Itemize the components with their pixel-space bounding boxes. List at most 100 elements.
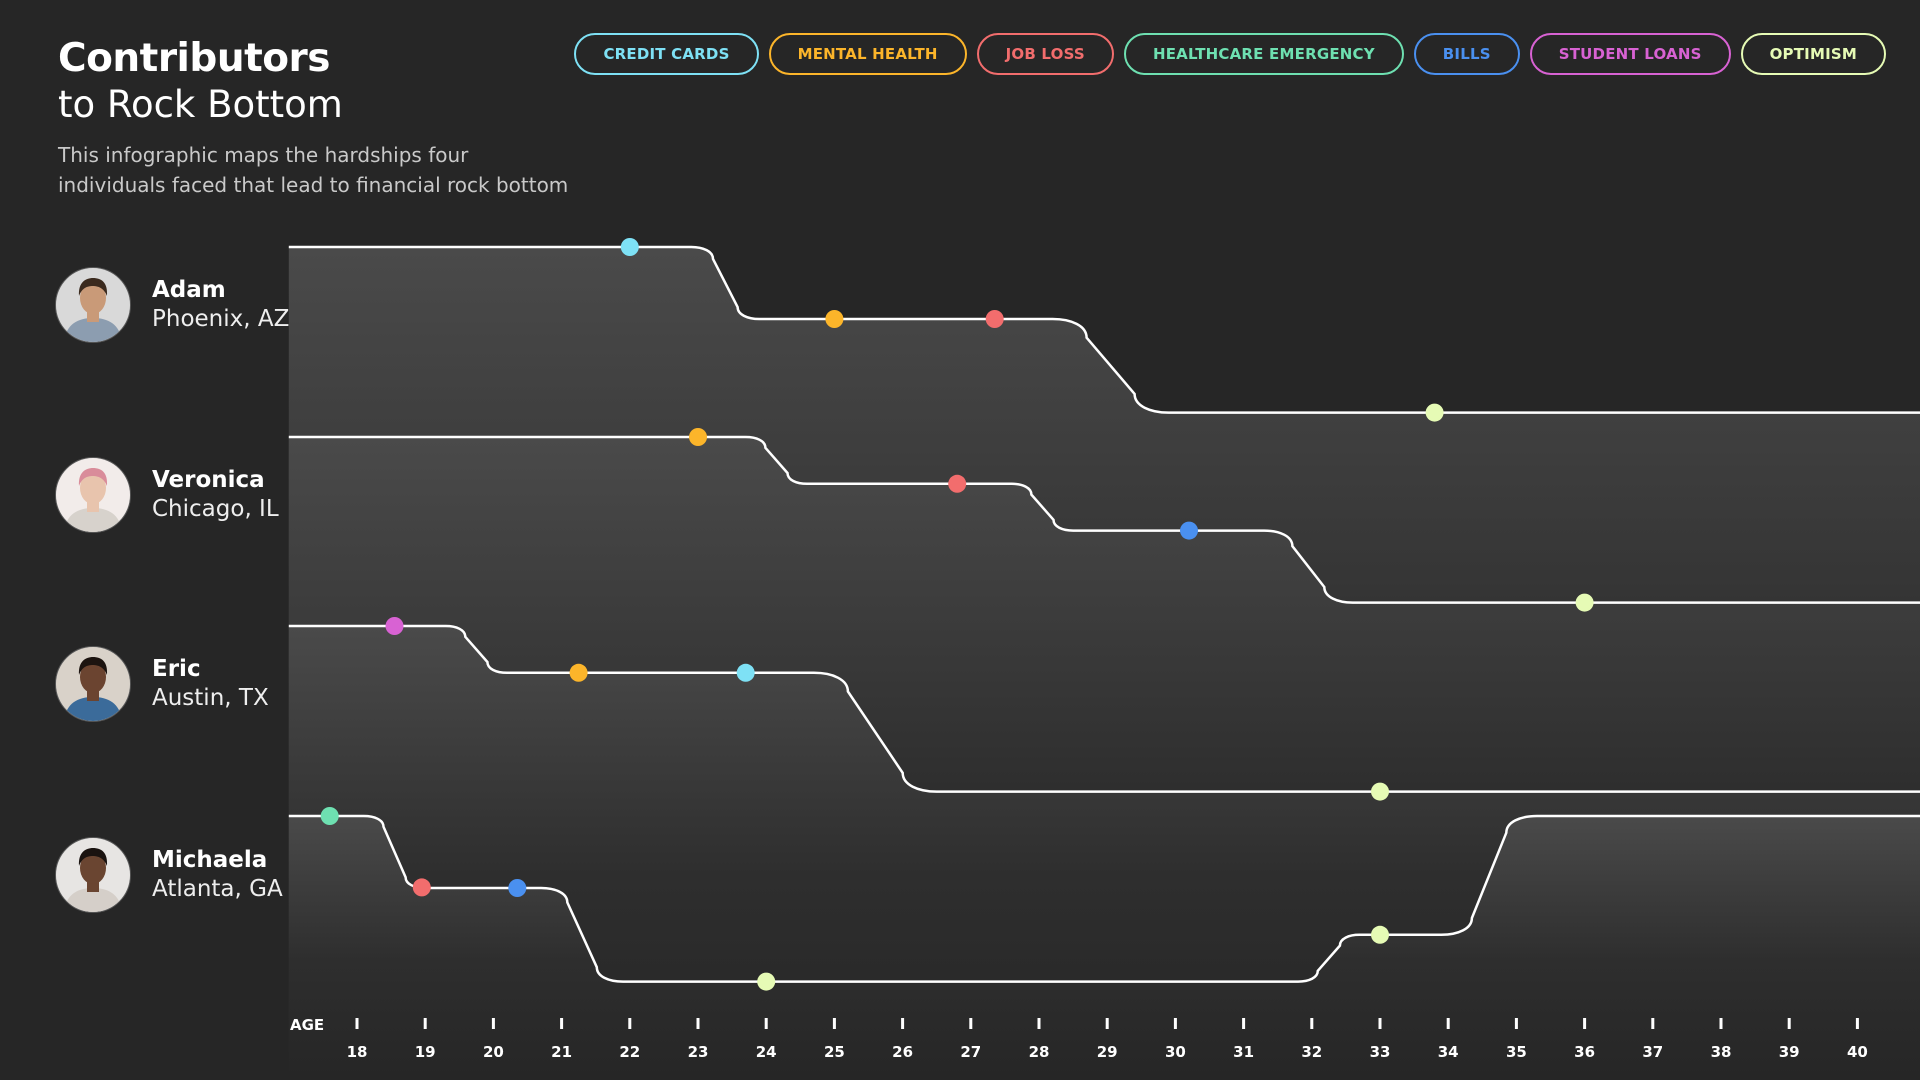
legend-job-loss[interactable]: JOB LOSS [976, 33, 1114, 75]
axis-tick-36 [1583, 1018, 1587, 1029]
axis-tick-label-31: 31 [1233, 1043, 1254, 1061]
avatar [55, 457, 131, 533]
axis-tick-19 [423, 1018, 427, 1029]
axis-tick-label-40: 40 [1847, 1043, 1868, 1061]
axis-tick-label-27: 27 [960, 1043, 981, 1061]
axis-tick-label-20: 20 [483, 1043, 504, 1061]
axis-tick-label-34: 34 [1438, 1043, 1459, 1061]
axis-tick-38 [1719, 1018, 1723, 1029]
page-title-secondary: to Rock Bottom [58, 83, 343, 126]
axis-tick-label-35: 35 [1506, 1043, 1527, 1061]
header: Contributors to Rock Bottom This infogra… [58, 36, 578, 200]
axis-tick-26 [901, 1018, 905, 1029]
axis-tick-18 [355, 1018, 359, 1029]
axis-tick-21 [560, 1018, 564, 1029]
axis-tick-25 [832, 1018, 836, 1029]
axis-tick-label-29: 29 [1097, 1043, 1118, 1061]
axis-tick-30 [1173, 1018, 1177, 1029]
axis-tick-23 [696, 1018, 700, 1029]
person-veronica: Veronica Chicago, IL [55, 457, 279, 533]
axis-tick-label-26: 26 [892, 1043, 913, 1061]
event-dot-michaela-job-loss[interactable] [412, 878, 431, 897]
axis-label-age: AGE [290, 1016, 325, 1034]
legend-student-loans[interactable]: STUDENT LOANS [1529, 33, 1731, 75]
axis-tick-33 [1378, 1018, 1382, 1029]
person-city: Chicago, IL [152, 496, 279, 522]
axis-tick-label-21: 21 [551, 1043, 572, 1061]
event-dot-veronica-optimism[interactable] [1575, 593, 1594, 612]
axis-tick-29 [1105, 1018, 1109, 1029]
event-dot-eric-student-loans[interactable] [385, 617, 404, 635]
person-name: Veronica [152, 467, 265, 493]
person-adam: Adam Phoenix, AZ [55, 267, 289, 343]
avatar [55, 646, 131, 722]
event-dot-eric-mental-health[interactable] [569, 663, 588, 682]
person-name: Adam [152, 277, 226, 303]
legend: CREDIT CARDS MENTAL HEALTH JOB LOSS HEALTHC… [574, 33, 1886, 75]
axis-tick-label-30: 30 [1165, 1043, 1186, 1061]
axis-tick-27 [969, 1018, 973, 1029]
legend-credit-cards[interactable]: CREDIT CARDS [574, 33, 759, 75]
axis-tick-label-18: 18 [347, 1043, 368, 1061]
person-michaela: Michaela Atlanta, GA [55, 837, 283, 913]
event-dot-michaela-bills[interactable] [508, 879, 527, 897]
legend-optimism[interactable]: OPTIMISM [1740, 33, 1886, 75]
event-dot-michaela-optimism[interactable] [1371, 925, 1389, 944]
legend-bills[interactable]: BILLS [1413, 33, 1520, 75]
subtitle-line-2: individuals faced that lead to financial… [58, 173, 569, 197]
axis-tick-label-24: 24 [756, 1043, 777, 1061]
axis-tick-label-36: 36 [1574, 1043, 1595, 1061]
event-dot-adam-job-loss[interactable] [985, 310, 1004, 328]
event-dot-eric-optimism[interactable] [1371, 782, 1389, 801]
axis-tick-label-28: 28 [1029, 1043, 1050, 1061]
axis-tick-label-23: 23 [688, 1043, 709, 1061]
axis-tick-label-19: 19 [415, 1043, 436, 1061]
axis-tick-34 [1446, 1018, 1450, 1029]
axis-tick-label-39: 39 [1779, 1043, 1800, 1061]
series-line-eric [288, 624, 1920, 793]
axis-tick-label-33: 33 [1370, 1043, 1391, 1061]
person-city: Austin, TX [152, 685, 269, 711]
legend-mental-health[interactable]: MENTAL HEALTH [768, 33, 967, 75]
axis-tick-39 [1787, 1018, 1791, 1029]
axis-tick-20 [491, 1018, 495, 1029]
axis-tick-label-37: 37 [1642, 1043, 1663, 1061]
legend-healthcare-emergency[interactable]: HEALTHCARE EMERGENCY [1123, 33, 1404, 75]
avatar [55, 837, 131, 913]
axis-tick-35 [1514, 1018, 1518, 1029]
event-dot-michaela-healthcare-emergency[interactable] [320, 807, 339, 825]
page-title: Contributors [58, 36, 331, 81]
event-dot-veronica-bills[interactable] [1180, 521, 1198, 540]
axis-tick-22 [628, 1018, 632, 1029]
event-dot-veronica-job-loss[interactable] [948, 474, 967, 493]
series-line-veronica [288, 435, 1920, 604]
page-subtitle: This infographic maps the hardships four… [58, 140, 578, 200]
event-dot-veronica-mental-health[interactable] [689, 428, 707, 446]
subtitle-line-1: This infographic maps the hardships four [58, 143, 469, 167]
avatar [55, 267, 131, 343]
axis-tick-label-22: 22 [619, 1043, 640, 1061]
person-name: Michaela [152, 847, 268, 873]
event-dot-eric-credit-cards[interactable] [736, 663, 755, 682]
axis-tick-24 [764, 1018, 768, 1029]
axis-tick-label-25: 25 [824, 1043, 845, 1061]
event-dot-adam-credit-cards[interactable] [620, 238, 639, 256]
series-line-adam [288, 245, 1920, 414]
axis-tick-label-32: 32 [1301, 1043, 1322, 1061]
person-eric: Eric Austin, TX [55, 646, 269, 722]
event-dot-michaela-optimism[interactable] [757, 972, 776, 991]
person-name: Eric [152, 656, 201, 682]
event-dot-adam-mental-health[interactable] [825, 310, 844, 328]
axis-tick-28 [1037, 1018, 1041, 1029]
axis-tick-40 [1855, 1018, 1859, 1029]
person-city: Phoenix, AZ [152, 306, 290, 332]
lane-fill-michaela [288, 816, 1920, 1080]
series-line-michaela [288, 814, 1920, 983]
axis-tick-37 [1651, 1018, 1655, 1029]
event-dot-adam-optimism[interactable] [1425, 403, 1444, 422]
axis-tick-label-38: 38 [1711, 1043, 1732, 1061]
person-city: Atlanta, GA [152, 876, 283, 902]
axis-tick-32 [1310, 1018, 1314, 1029]
axis-tick-31 [1242, 1018, 1246, 1029]
